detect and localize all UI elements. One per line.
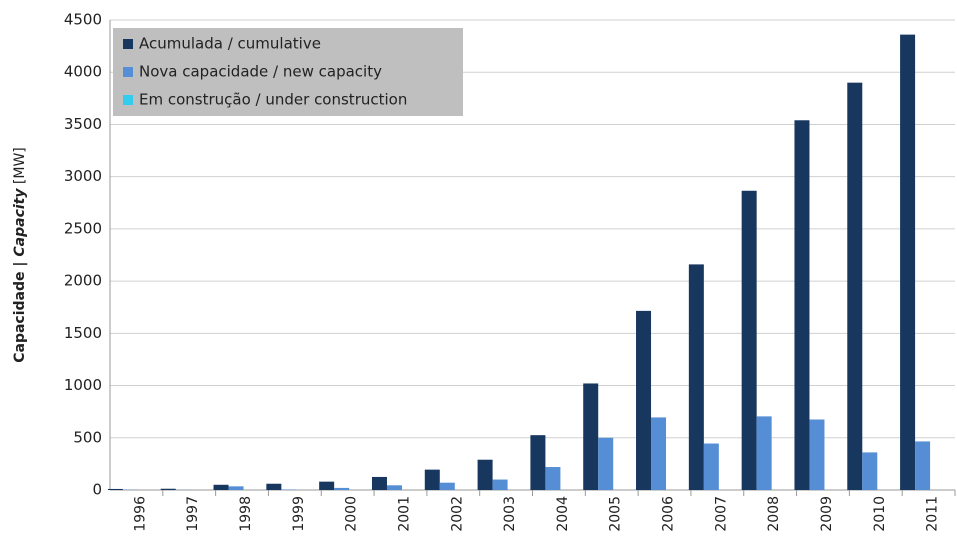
legend-swatch xyxy=(123,67,133,77)
bar xyxy=(847,82,863,491)
y-tick-label: 0 xyxy=(92,481,102,499)
y-label-part: [MW] xyxy=(12,147,28,188)
y-tick-label: 500 xyxy=(73,428,102,446)
bar xyxy=(651,417,667,490)
x-tick-label: 2004 xyxy=(555,496,571,532)
bar xyxy=(107,488,123,490)
bar xyxy=(809,419,825,490)
bar xyxy=(703,443,719,490)
bar xyxy=(424,469,440,490)
bar xyxy=(583,383,599,490)
bar xyxy=(756,416,772,490)
y-tick-label: 2500 xyxy=(64,219,102,237)
x-tick-label: 2011 xyxy=(925,496,941,532)
x-tick-label: 2009 xyxy=(819,496,835,532)
legend-label: Nova capacidade / new capacity xyxy=(139,63,382,81)
bar xyxy=(598,437,614,490)
x-tick-label: 2003 xyxy=(502,496,518,532)
x-tick-label: 2002 xyxy=(449,496,465,532)
y-tick-label: 1500 xyxy=(64,324,102,342)
y-tick-label: 3000 xyxy=(64,167,102,185)
bar xyxy=(545,467,561,490)
x-tick-label: 1998 xyxy=(238,496,254,532)
bar xyxy=(915,441,931,490)
bar xyxy=(741,190,757,490)
x-tick-label: 2000 xyxy=(344,496,360,532)
bar xyxy=(492,479,508,490)
bar xyxy=(900,34,916,490)
x-tick-label: 2010 xyxy=(872,496,888,532)
x-tick-label: 1996 xyxy=(132,496,148,532)
y-tick-label: 4500 xyxy=(64,11,102,29)
bar xyxy=(334,487,350,490)
bar xyxy=(371,476,387,490)
y-label-part: Capacity xyxy=(12,188,28,257)
bar xyxy=(530,435,546,490)
legend-swatch xyxy=(123,39,133,49)
bar xyxy=(281,489,297,490)
legend-box xyxy=(113,28,463,116)
bar xyxy=(160,488,176,490)
x-tick-label: 2006 xyxy=(661,496,677,532)
legend-label: Acumulada / cumulative xyxy=(139,35,321,53)
bar xyxy=(636,310,652,490)
legend-label: Em construção / under construction xyxy=(139,91,407,109)
x-tick-label: 2008 xyxy=(766,496,782,532)
x-tick-label: 2005 xyxy=(608,496,624,532)
y-axis-label: Capacidade | Capacity [MW] xyxy=(12,147,28,363)
bar xyxy=(266,483,282,490)
bar xyxy=(386,485,402,490)
bar xyxy=(688,264,704,490)
bar xyxy=(319,481,335,490)
bar xyxy=(228,486,244,490)
x-tick-label: 2001 xyxy=(396,496,412,532)
bar xyxy=(794,120,810,491)
y-tick-label: 1000 xyxy=(64,376,102,394)
y-tick-label: 4000 xyxy=(64,63,102,81)
y-label-part: Capacidade | xyxy=(12,257,28,363)
legend-swatch xyxy=(123,95,133,105)
y-tick-label: 3500 xyxy=(64,115,102,133)
bar xyxy=(213,484,229,490)
bar xyxy=(862,452,878,490)
x-tick-label: 1997 xyxy=(185,496,201,532)
y-tick-label: 2000 xyxy=(64,272,102,290)
x-tick-label: 1999 xyxy=(291,496,307,532)
bar xyxy=(477,459,493,490)
x-tick-label: 2007 xyxy=(713,496,729,532)
bar xyxy=(439,482,455,490)
